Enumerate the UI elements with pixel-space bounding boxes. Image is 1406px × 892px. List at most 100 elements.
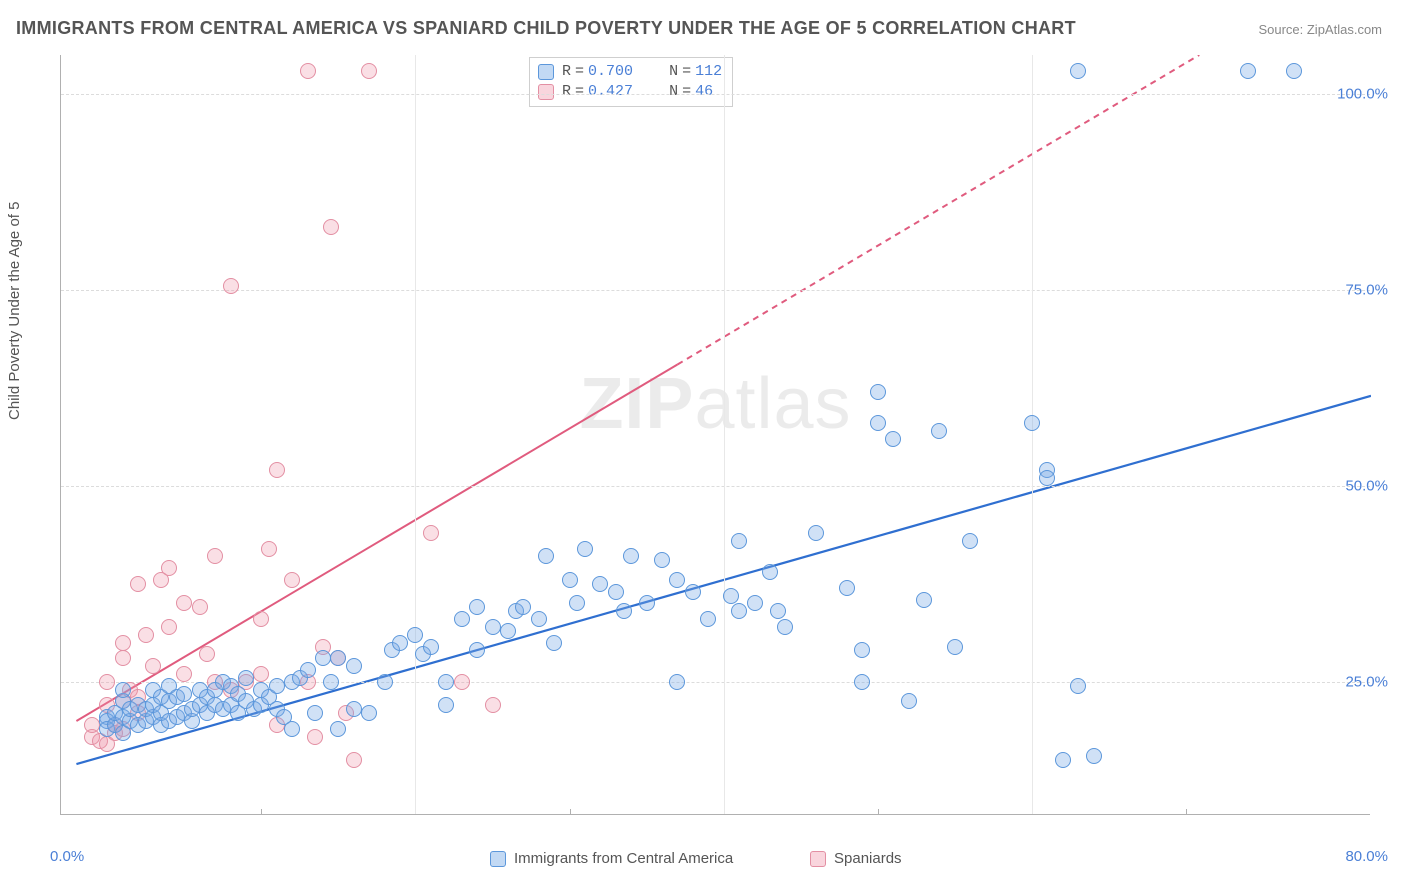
data-point [207,548,223,564]
data-point [407,627,423,643]
data-point [361,63,377,79]
data-point [176,666,192,682]
data-point [839,580,855,596]
data-point [315,650,331,666]
data-point [84,717,100,733]
data-point [284,721,300,737]
legend-text-series1: R=0.700 N=112 [562,62,722,82]
data-point [623,548,639,564]
y-tick-label: 100.0% [1337,86,1388,103]
data-point [161,560,177,576]
data-point [300,63,316,79]
data-point [515,599,531,615]
data-point [854,674,870,690]
data-point [323,674,339,690]
data-point [284,572,300,588]
data-point [538,548,554,564]
data-point [1070,678,1086,694]
x-tick-max: 80.0% [1345,848,1388,865]
data-point [115,682,131,698]
data-point [901,693,917,709]
bottom-label-series2: Spaniards [834,850,902,867]
data-point [616,603,632,619]
data-point [1070,63,1086,79]
data-point [346,658,362,674]
y-axis-label: Child Poverty Under the Age of 5 [6,202,23,420]
data-point [669,674,685,690]
data-point [323,219,339,235]
data-point [392,635,408,651]
data-point [770,603,786,619]
data-point [723,588,739,604]
data-point [808,525,824,541]
data-point [423,525,439,541]
legend-text-series2: R=0.427 N=46 [562,82,713,102]
data-point [531,611,547,627]
data-point [377,674,393,690]
data-point [1086,748,1102,764]
data-point [330,721,346,737]
data-point [500,623,516,639]
data-point [870,384,886,400]
data-point [176,686,192,702]
data-point [300,662,316,678]
data-point [870,415,886,431]
data-point [1024,415,1040,431]
data-point [454,611,470,627]
y-tick-label: 50.0% [1345,477,1388,494]
data-point [854,642,870,658]
bottom-swatch-series2 [810,851,826,867]
data-point [1240,63,1256,79]
data-point [330,650,346,666]
data-point [192,599,208,615]
chart-title: IMMIGRANTS FROM CENTRAL AMERICA VS SPANI… [16,18,1076,39]
legend-box: R=0.700 N=112 R=0.427 N=46 [529,57,733,107]
data-point [438,674,454,690]
bottom-label-series1: Immigrants from Central America [514,850,733,867]
data-point [269,678,285,694]
data-point [700,611,716,627]
data-point [885,431,901,447]
data-point [346,701,362,717]
data-point [261,541,277,557]
data-point [931,423,947,439]
y-tick-label: 25.0% [1345,673,1388,690]
source-label: Source: ZipAtlas.com [1258,22,1382,37]
legend-swatch-series2 [538,84,554,100]
data-point [731,533,747,549]
data-point [138,627,154,643]
data-point [485,697,501,713]
data-point [762,564,778,580]
data-point [423,639,439,655]
data-point [161,619,177,635]
data-point [1039,470,1055,486]
data-point [685,584,701,600]
legend-row-series1: R=0.700 N=112 [538,62,722,82]
data-point [269,462,285,478]
data-point [546,635,562,651]
data-point [253,666,269,682]
data-point [469,599,485,615]
data-point [238,670,254,686]
data-point [485,619,501,635]
data-point [577,541,593,557]
bottom-legend-series1: Immigrants from Central America [490,850,733,867]
data-point [731,603,747,619]
data-point [307,705,323,721]
data-point [361,705,377,721]
data-point [777,619,793,635]
data-point [608,584,624,600]
data-point [115,650,131,666]
data-point [130,576,146,592]
data-point [99,674,115,690]
bottom-legend-series2: Spaniards [810,850,902,867]
legend-swatch-series1 [538,64,554,80]
plot-area: ZIPatlas R=0.700 N=112 R=0.427 N=46 [60,55,1370,815]
x-tick-min: 0.0% [50,848,84,865]
data-point [115,635,131,651]
chart-container: IMMIGRANTS FROM CENTRAL AMERICA VS SPANI… [0,0,1406,892]
data-point [916,592,932,608]
data-point [346,752,362,768]
data-point [669,572,685,588]
y-tick-label: 75.0% [1345,282,1388,299]
